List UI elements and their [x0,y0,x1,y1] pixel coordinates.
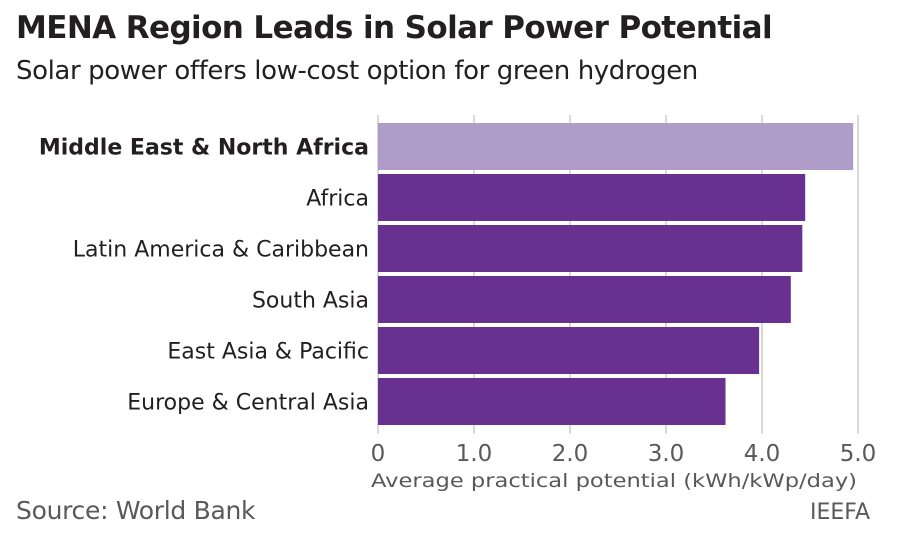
bar [378,276,791,323]
bar [378,174,806,221]
bar [378,225,803,272]
brand-label: IEEFA [810,500,870,525]
x-tick-label: 3.0 [648,441,685,467]
x-tick-label: 4.0 [744,441,781,467]
chart-title: MENA Region Leads in Solar Power Potenti… [16,10,773,46]
bar [378,378,726,425]
x-tick-label: 0 [371,441,386,467]
bar [378,327,760,374]
bar [378,123,854,170]
x-tick-label: 5.0 [840,441,877,467]
category-label: South Asia [252,289,369,314]
source-note: Source: World Bank [16,496,256,525]
chart-subtitle: Solar power offers low-cost option for g… [16,56,698,86]
category-label: Latin America & Caribbean [73,238,369,263]
x-tick-label: 1.0 [456,441,493,467]
category-label: East Asia & Pacific [167,340,369,365]
x-tick-label: 2.0 [552,441,589,467]
category-label: Africa [306,187,369,212]
category-label: Middle East & North Africa [39,136,369,161]
category-label: Europe & Central Asia [127,391,369,416]
x-axis-label: Average practical potential (kWh/kWp/day… [371,470,857,492]
